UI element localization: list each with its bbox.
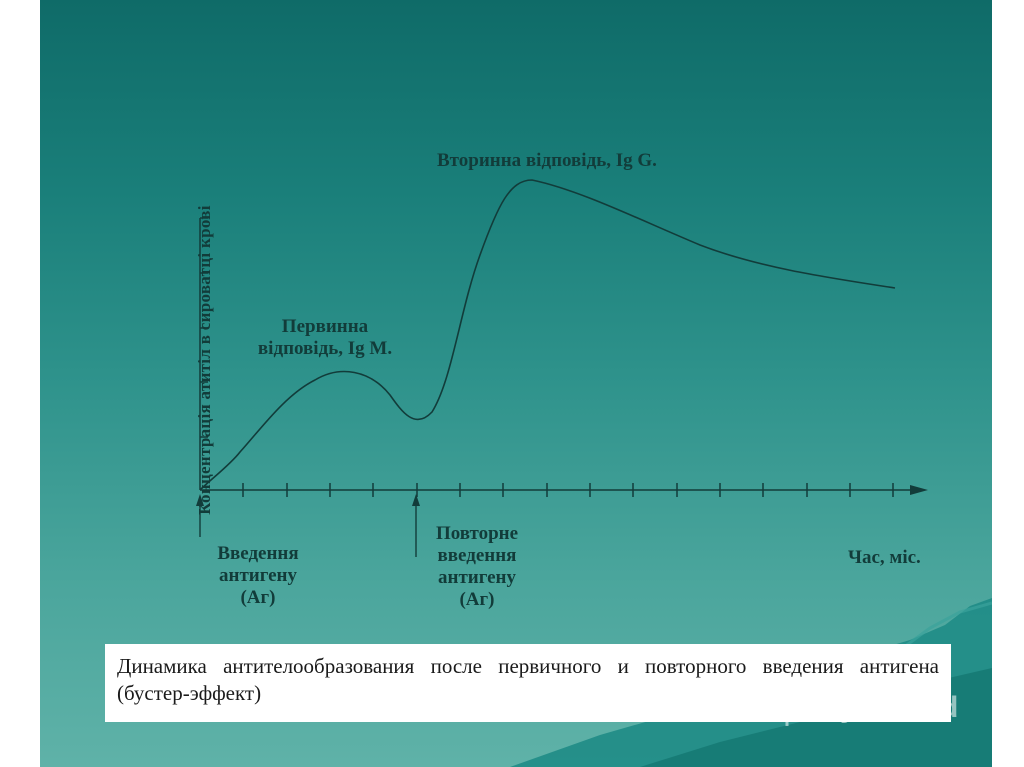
watermark-text: MyShared bbox=[815, 691, 959, 724]
first-injection-line1: Введення bbox=[217, 543, 299, 564]
first-injection-line2: антигену bbox=[219, 564, 297, 586]
caption-text: Динамика антителообразования после перви… bbox=[117, 654, 939, 705]
second-injection-arrow bbox=[412, 494, 420, 557]
second-injection-line3: антигену bbox=[438, 566, 516, 588]
x-axis-label: Час, міс. bbox=[848, 547, 921, 568]
antibody-response-curve bbox=[199, 179, 896, 491]
secondary-response-label: Вторинна відповідь, Ig G. bbox=[437, 150, 657, 171]
first-injection-label: Введення антигену (Аг) bbox=[198, 543, 318, 609]
second-injection-label: Повторне введення антигену (Аг) bbox=[417, 523, 537, 610]
slide-background: Концентрація атитіл в сироватці крові bbox=[40, 0, 992, 767]
first-injection-arrow bbox=[196, 494, 204, 537]
x-axis-arrowhead bbox=[910, 485, 928, 495]
primary-response-label-line2: відповідь, Ig M. bbox=[257, 337, 393, 359]
second-injection-line2: введення bbox=[437, 544, 517, 566]
presentation-board-icon bbox=[766, 690, 808, 726]
antibody-response-diagram bbox=[196, 179, 928, 557]
first-injection-line3: (Аг) bbox=[240, 586, 276, 608]
second-injection-line4: (Аг) bbox=[459, 588, 495, 610]
primary-response-label-line1: Первинна bbox=[281, 316, 369, 337]
watermark: MyShared bbox=[765, 688, 958, 728]
second-injection-line1: Повторне bbox=[435, 523, 519, 544]
x-axis-ticks bbox=[242, 483, 894, 497]
y-axis-ticks bbox=[200, 217, 208, 438]
primary-response-label: Первинна відповідь, Ig M. bbox=[230, 316, 420, 360]
caption-box: Динамика антителообразования после перви… bbox=[105, 644, 951, 722]
